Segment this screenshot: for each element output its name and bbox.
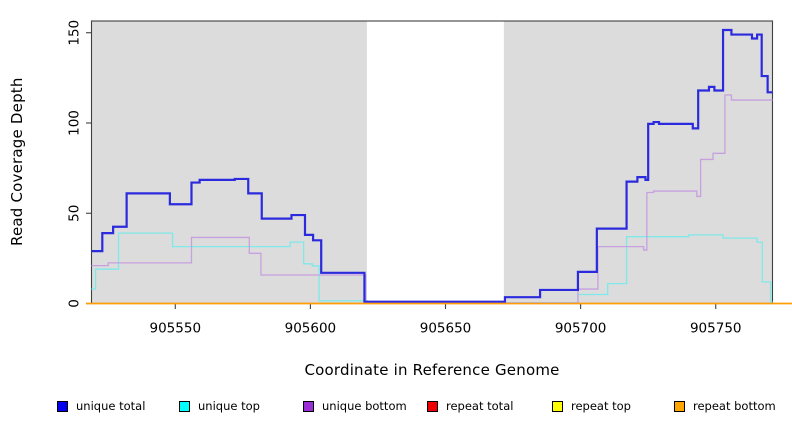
legend-swatch-unique-total — [57, 400, 68, 412]
legend-swatch-repeat-top — [552, 400, 563, 412]
legend-item-repeat-top: repeat top — [552, 398, 631, 414]
legend-label: repeat top — [571, 399, 631, 413]
series-unique-bottom — [91, 94, 773, 304]
legend-swatch-repeat-total — [427, 400, 438, 412]
x-tick-label: 905750 — [690, 321, 742, 337]
legend-swatch-unique-bottom — [303, 400, 314, 412]
y-tick-label: 100 — [67, 110, 83, 136]
legend-label: unique top — [198, 399, 260, 413]
legend-label: repeat total — [446, 399, 514, 413]
x-tick-label: 905700 — [555, 321, 607, 337]
legend-item-unique-total: unique total — [57, 398, 145, 414]
x-axis-title: Coordinate in Reference Genome — [304, 361, 560, 379]
legend-swatch-unique-top — [179, 400, 190, 412]
legend-swatch-repeat-bottom — [674, 400, 685, 412]
x-tick-label: 905600 — [285, 321, 337, 337]
legend-label: unique bottom — [322, 399, 407, 413]
y-tick-label: 150 — [67, 20, 83, 46]
y-tick-label: 0 — [67, 299, 83, 308]
legend: unique total unique top unique bottom repea… — [0, 398, 792, 416]
panel-band — [91, 21, 367, 304]
legend-item-unique-top: unique top — [179, 398, 260, 414]
series-unique-total — [91, 28, 773, 303]
y-tick-label: 50 — [67, 205, 83, 222]
panel-band — [503, 21, 773, 304]
x-tick-label: 905650 — [420, 321, 472, 337]
legend-label: repeat bottom — [693, 399, 776, 413]
legend-label: unique total — [76, 399, 146, 413]
legend-item-repeat-bottom: repeat bottom — [674, 398, 776, 414]
legend-item-unique-bottom: unique bottom — [303, 398, 407, 414]
legend-item-repeat-total: repeat total — [427, 398, 513, 414]
x-tick-label: 905550 — [150, 321, 202, 337]
